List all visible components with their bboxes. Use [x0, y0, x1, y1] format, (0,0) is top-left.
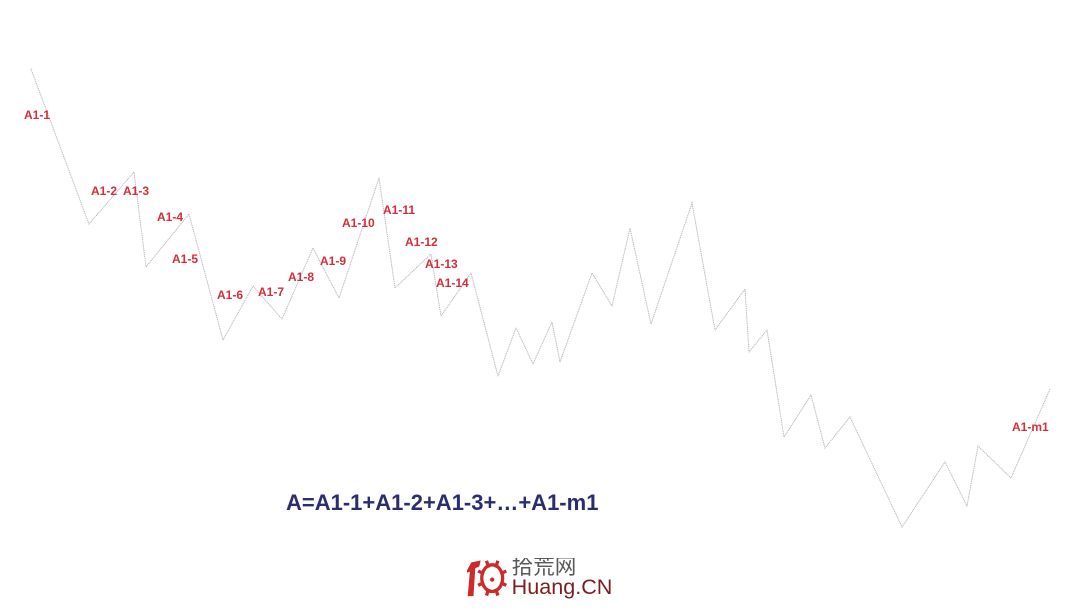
svg-text:Huang.CN: Huang.CN	[512, 574, 613, 599]
